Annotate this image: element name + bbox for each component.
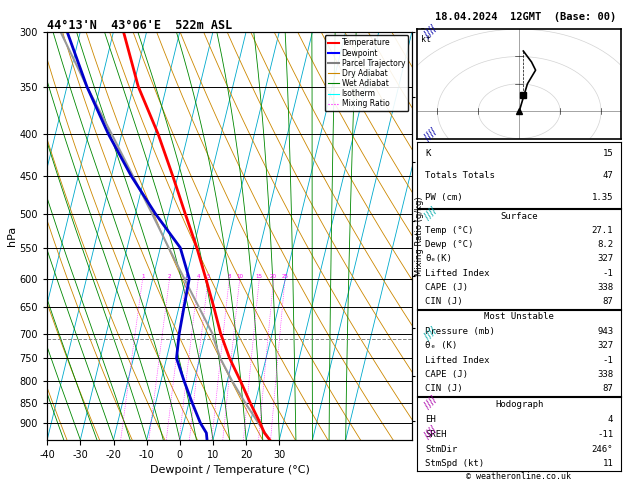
Text: Totals Totals: Totals Totals [425, 171, 495, 180]
Text: SREH: SREH [425, 430, 447, 439]
Text: 246°: 246° [592, 445, 613, 453]
Y-axis label: hPa: hPa [7, 226, 17, 246]
Text: CIN (J): CIN (J) [425, 384, 463, 393]
Text: 4: 4 [197, 274, 200, 278]
Text: 8.2: 8.2 [597, 240, 613, 249]
Text: -11: -11 [597, 430, 613, 439]
Text: 8: 8 [228, 274, 231, 278]
Text: 943: 943 [597, 327, 613, 336]
Legend: Temperature, Dewpoint, Parcel Trajectory, Dry Adiabat, Wet Adiabat, Isotherm, Mi: Temperature, Dewpoint, Parcel Trajectory… [325, 35, 408, 111]
Text: 1.35: 1.35 [592, 192, 613, 202]
Text: EH: EH [425, 415, 436, 424]
Text: ////: //// [423, 206, 439, 222]
Text: 18.04.2024  12GMT  (Base: 00): 18.04.2024 12GMT (Base: 00) [435, 12, 616, 22]
Text: 44°13'N  43°06'E  522m ASL: 44°13'N 43°06'E 522m ASL [47, 18, 233, 32]
Text: 3: 3 [184, 274, 188, 278]
Text: LCL: LCL [430, 334, 445, 343]
Text: 10: 10 [237, 274, 243, 278]
Text: 5: 5 [206, 274, 210, 278]
Text: -1: -1 [603, 356, 613, 364]
Text: θₑ (K): θₑ (K) [425, 341, 457, 350]
Text: 25: 25 [282, 274, 289, 278]
Text: © weatheronline.co.uk: © weatheronline.co.uk [467, 472, 571, 481]
Text: 338: 338 [597, 370, 613, 379]
Text: -1: -1 [603, 269, 613, 278]
Text: 27.1: 27.1 [592, 226, 613, 235]
Text: CAPE (J): CAPE (J) [425, 283, 468, 292]
Text: ////: //// [423, 126, 439, 142]
Text: kt: kt [421, 35, 431, 44]
Text: ////: //// [423, 23, 439, 40]
Text: Dewp (°C): Dewp (°C) [425, 240, 474, 249]
Text: 327: 327 [597, 254, 613, 263]
Text: 2: 2 [168, 274, 171, 278]
Text: 1: 1 [141, 274, 145, 278]
Text: Lifted Index: Lifted Index [425, 269, 490, 278]
Text: Surface: Surface [501, 211, 538, 221]
Text: 4: 4 [608, 415, 613, 424]
Text: 338: 338 [597, 283, 613, 292]
Text: StmDir: StmDir [425, 445, 457, 453]
Text: Temp (°C): Temp (°C) [425, 226, 474, 235]
Text: 15: 15 [256, 274, 263, 278]
Text: Pressure (mb): Pressure (mb) [425, 327, 495, 336]
Text: ////: //// [423, 395, 439, 411]
Text: ////: //// [423, 326, 439, 342]
Text: 87: 87 [603, 297, 613, 306]
X-axis label: Dewpoint / Temperature (°C): Dewpoint / Temperature (°C) [150, 465, 309, 475]
Y-axis label: km
ASL: km ASL [426, 228, 446, 243]
Text: 47: 47 [603, 171, 613, 180]
Text: ////: //// [423, 425, 439, 441]
Text: Hodograph: Hodograph [495, 400, 543, 409]
Text: Mixing Ratio (g/kg): Mixing Ratio (g/kg) [415, 196, 424, 276]
Text: StmSpd (kt): StmSpd (kt) [425, 459, 484, 469]
Text: Lifted Index: Lifted Index [425, 356, 490, 364]
Text: 327: 327 [597, 341, 613, 350]
Text: CIN (J): CIN (J) [425, 297, 463, 306]
Text: 15: 15 [603, 149, 613, 158]
Text: PW (cm): PW (cm) [425, 192, 463, 202]
Text: K: K [425, 149, 431, 158]
Text: 87: 87 [603, 384, 613, 393]
Text: 11: 11 [603, 459, 613, 469]
Text: CAPE (J): CAPE (J) [425, 370, 468, 379]
Text: θₑ(K): θₑ(K) [425, 254, 452, 263]
Text: Most Unstable: Most Unstable [484, 312, 554, 321]
Text: 20: 20 [270, 274, 277, 278]
